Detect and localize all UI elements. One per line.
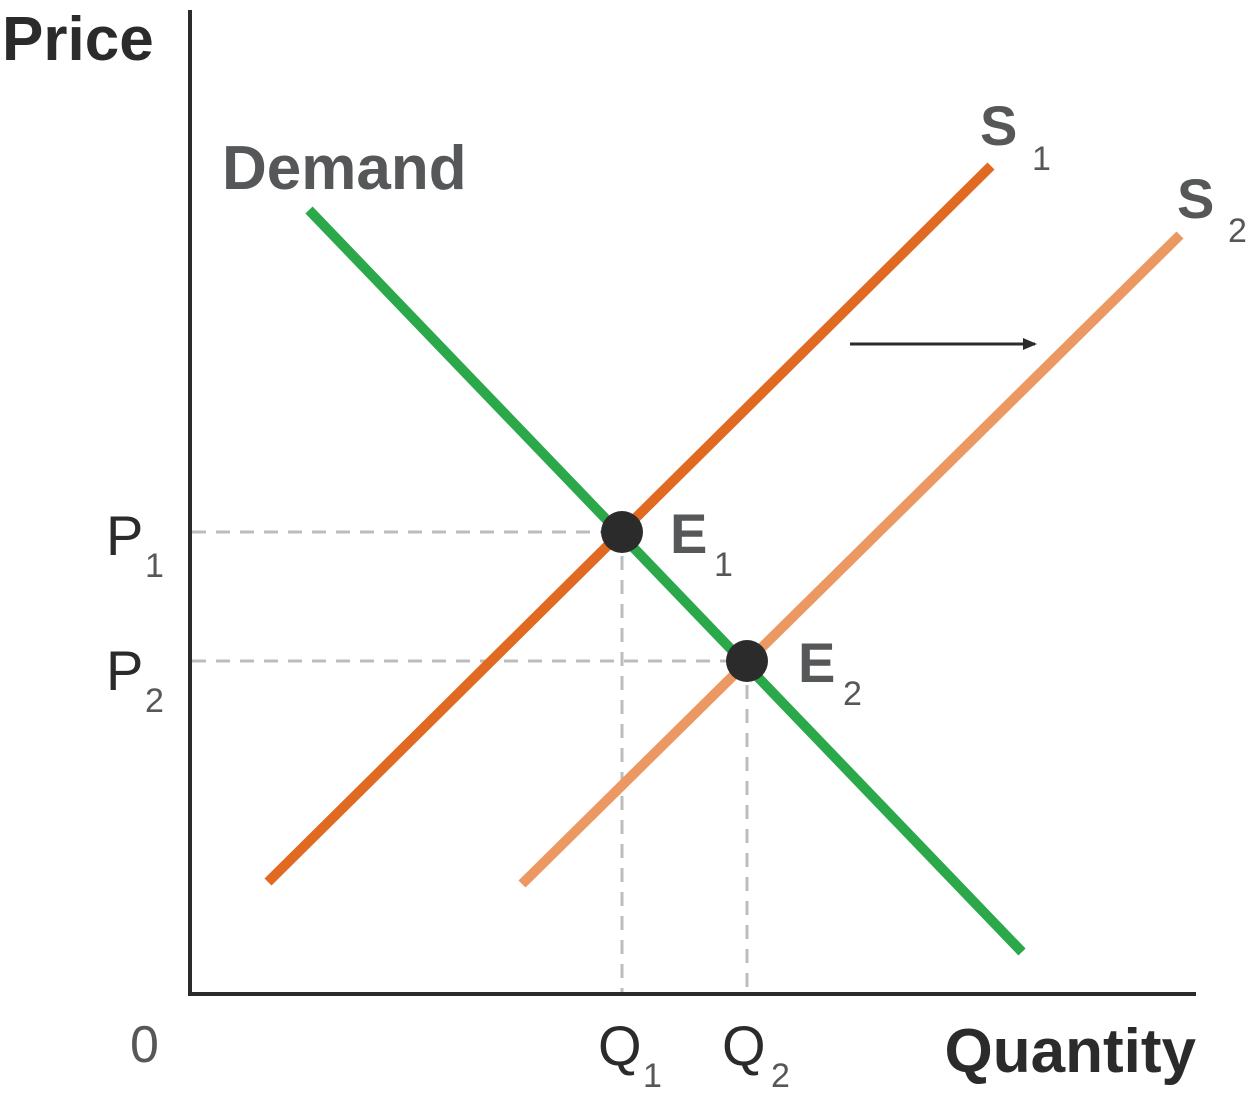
origin-label: 0	[130, 1016, 159, 1074]
e1-label: E	[670, 502, 707, 565]
equilibrium-point-e1	[601, 511, 643, 553]
p2-subscript: 2	[145, 682, 164, 720]
s1-subscript: 1	[1032, 140, 1051, 178]
q2-label: Q	[722, 1014, 766, 1077]
e1-subscript: 1	[714, 546, 733, 584]
q2-subscript: 2	[771, 1057, 790, 1095]
equilibrium-point-e2	[726, 640, 768, 682]
e2-label: E	[798, 631, 835, 694]
p1-label: P	[106, 504, 143, 567]
p1-subscript: 1	[145, 547, 164, 585]
y-axis-label: Price	[2, 5, 154, 74]
s1-label: S	[980, 94, 1017, 157]
s2-subscript: 2	[1228, 212, 1247, 250]
q1-subscript: 1	[643, 1057, 662, 1095]
e2-subscript: 2	[843, 675, 862, 713]
s2-label: S	[1177, 167, 1214, 230]
demand-curve	[305, 206, 1026, 956]
p2-label: P	[106, 639, 143, 702]
demand-label: Demand	[222, 134, 467, 203]
supply-curve-s2	[518, 231, 1184, 888]
x-axis-label: Quantity	[945, 1017, 1197, 1086]
q1-label: Q	[598, 1014, 642, 1077]
